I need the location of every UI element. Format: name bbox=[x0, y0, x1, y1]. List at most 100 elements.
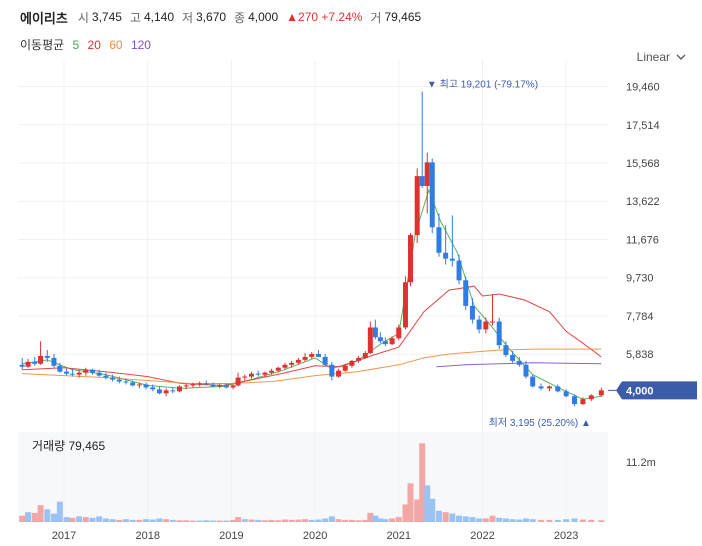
ma-5-label[interactable]: 5 bbox=[72, 38, 80, 52]
ma-20-line bbox=[22, 285, 602, 386]
candle-body bbox=[19, 364, 25, 367]
candle-body bbox=[463, 280, 469, 306]
candle-body bbox=[456, 260, 462, 281]
candle-body bbox=[136, 384, 142, 386]
candle-body bbox=[436, 227, 442, 253]
candle-body bbox=[367, 327, 373, 354]
volume-bar bbox=[56, 501, 63, 522]
y-tick-label: 15,568 bbox=[626, 158, 660, 170]
volume-bar bbox=[429, 498, 436, 522]
x-tick-label: 2018 bbox=[135, 530, 159, 542]
volume-bar bbox=[496, 517, 503, 522]
candle-body bbox=[51, 357, 57, 366]
volume-bar bbox=[424, 485, 431, 522]
candle-body bbox=[396, 327, 402, 339]
volume-bar bbox=[554, 519, 561, 522]
candle-body bbox=[275, 367, 281, 371]
volume-bar bbox=[588, 519, 595, 522]
candle-body bbox=[116, 379, 122, 382]
volume-bar bbox=[302, 519, 309, 522]
candle-body bbox=[598, 390, 604, 396]
candle-body bbox=[429, 162, 435, 228]
candle-body bbox=[407, 235, 413, 283]
candle-body bbox=[523, 364, 529, 377]
volume-bar bbox=[598, 520, 605, 522]
volume-bar bbox=[509, 519, 516, 522]
high-label: 고 bbox=[129, 10, 141, 25]
low-value: 3,670 bbox=[196, 10, 227, 24]
volume-bar bbox=[136, 519, 143, 522]
volume-bar bbox=[389, 518, 396, 522]
volume-value: 79,465 bbox=[384, 10, 422, 24]
candle-body bbox=[342, 365, 348, 371]
volume-bar bbox=[462, 516, 469, 522]
candle-body bbox=[183, 385, 189, 387]
volume-bar bbox=[255, 519, 262, 522]
candle-body bbox=[563, 391, 569, 397]
ma-120-label[interactable]: 120 bbox=[130, 38, 151, 52]
candle-body bbox=[580, 399, 586, 405]
quote-header: 에이리츠 시 3,745 고 4,140 저 3,670 종 4,000 ▲27… bbox=[20, 8, 429, 26]
volume-bar bbox=[571, 518, 578, 522]
volume-bar bbox=[109, 519, 116, 522]
current-price-tag bbox=[616, 381, 697, 400]
x-tick-label: 2022 bbox=[470, 530, 494, 542]
volume-bar bbox=[362, 519, 369, 522]
volume-bar bbox=[469, 517, 476, 522]
x-tick-label: 2023 bbox=[554, 530, 578, 542]
ma-60-label[interactable]: 60 bbox=[109, 38, 123, 52]
volume-bar bbox=[37, 505, 44, 522]
volume-bar bbox=[223, 520, 230, 522]
volume-bar bbox=[281, 519, 288, 522]
volume-bar bbox=[216, 520, 223, 522]
y-tick-label: 11,676 bbox=[626, 234, 659, 246]
volume-bar bbox=[230, 519, 237, 522]
candle-body bbox=[282, 364, 288, 368]
open-label: 시 bbox=[77, 10, 89, 25]
candle-body bbox=[322, 356, 328, 365]
candle-body bbox=[443, 252, 449, 259]
chevron-down-icon bbox=[676, 54, 686, 60]
candle-body bbox=[449, 258, 455, 261]
ma-120-line bbox=[436, 362, 602, 368]
volume-bar bbox=[335, 519, 342, 522]
volume-title: 거래량 79,465 bbox=[32, 439, 105, 453]
candle-body bbox=[223, 385, 229, 388]
candle-body bbox=[230, 385, 236, 388]
scale-toggle[interactable]: Linear bbox=[637, 50, 686, 64]
volume-bar bbox=[322, 518, 329, 522]
ma-5-line bbox=[22, 188, 602, 400]
candle-body bbox=[349, 360, 355, 366]
candle-body bbox=[302, 356, 308, 360]
high-value: 4,140 bbox=[143, 10, 174, 24]
x-tick-label: 2021 bbox=[387, 530, 411, 542]
candle-body bbox=[382, 341, 388, 345]
candle-body bbox=[156, 389, 162, 394]
volume-bar bbox=[129, 519, 136, 522]
low-label: 저 bbox=[182, 10, 194, 25]
volume-bar bbox=[76, 516, 83, 522]
volume-bar bbox=[295, 519, 302, 522]
candle-body bbox=[490, 321, 496, 323]
volume-bar bbox=[156, 518, 163, 522]
candle-body bbox=[530, 376, 536, 387]
volume-bar bbox=[367, 512, 374, 522]
volume-bar bbox=[102, 518, 109, 522]
volume-bar bbox=[63, 517, 70, 522]
candle-body bbox=[69, 373, 75, 375]
ma-legend-title: 이동평균 bbox=[20, 38, 65, 52]
volume-bar bbox=[435, 510, 442, 522]
volume-bar bbox=[538, 519, 545, 522]
volume-bar bbox=[96, 516, 103, 522]
ma-20-label[interactable]: 20 bbox=[87, 38, 101, 52]
volume-bar bbox=[407, 483, 414, 522]
candle-body bbox=[32, 361, 38, 364]
candle-body bbox=[483, 321, 489, 330]
volume-bar bbox=[196, 520, 203, 522]
volume-bar bbox=[89, 517, 96, 522]
volume-bar bbox=[169, 519, 176, 522]
volume-bar bbox=[372, 515, 379, 522]
candle-body bbox=[235, 377, 241, 386]
min-price-annotation: 최저 3,195 (25.20%) ▲ bbox=[489, 417, 591, 429]
